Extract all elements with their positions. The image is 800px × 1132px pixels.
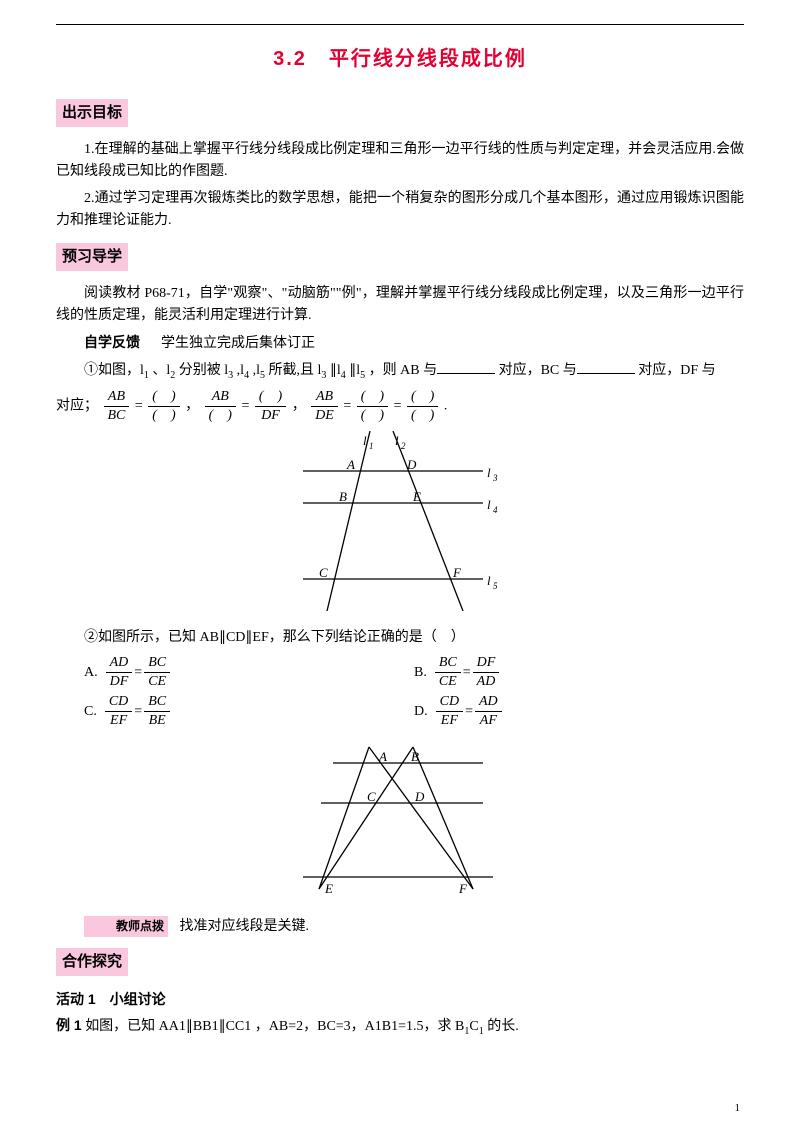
- svg-text:A: A: [346, 457, 355, 472]
- objective-1: 1.在理解的基础上掌握平行线分线段成比例定理和三角形一边平行线的性质与判定定理，…: [56, 139, 744, 184]
- section-badge-coop: 合作探究: [56, 948, 128, 976]
- section-badge-prep: 预习导学: [56, 243, 128, 271]
- blank-fill[interactable]: [577, 360, 635, 374]
- svg-text:B: B: [411, 749, 419, 764]
- option-a[interactable]: A. ADDF = BCCE: [84, 656, 414, 689]
- blank-fill[interactable]: [437, 360, 495, 374]
- svg-text:C: C: [319, 565, 328, 580]
- svg-text:C: C: [367, 789, 376, 804]
- svg-text:D: D: [406, 457, 417, 472]
- svg-text:l: l: [487, 497, 491, 512]
- option-c[interactable]: C. CDEF = BCBE: [84, 695, 414, 728]
- section-badge-objectives: 出示目标: [56, 99, 128, 127]
- question-2: ②如图所示，已知 AB∥CD∥EF，那么下列结论正确的是（ ）: [56, 627, 744, 649]
- self-feedback-row: 自学反馈 学生独立完成后集体订正: [56, 331, 744, 355]
- svg-text:3: 3: [492, 473, 498, 483]
- svg-text:E: E: [412, 489, 421, 504]
- svg-text:D: D: [414, 789, 425, 804]
- svg-text:A: A: [378, 749, 387, 764]
- question-1: ①如图，l1 、l2 分别被 l3 ,l4 ,l5 所截,且 l3 ∥l4 ∥l…: [56, 360, 744, 384]
- svg-text:E: E: [324, 881, 333, 896]
- teacher-note: 找准对应线段是关键.: [180, 919, 310, 934]
- teacher-tip-row: 教师点拨 找准对应线段是关键.: [56, 916, 744, 938]
- prep-text: 阅读教材 P68-71，自学"观察"、"动脑筋""例"，理解并掌握平行线分线段成…: [56, 283, 744, 328]
- diagram-parallel-lines-1: l1 l2 l3 l4 l5 AD BE CF: [285, 431, 515, 611]
- svg-text:4: 4: [493, 505, 498, 515]
- svg-text:5: 5: [493, 581, 498, 591]
- teacher-badge: 教师点拨: [84, 916, 168, 937]
- figure-2: A B C D E F: [56, 739, 744, 907]
- top-rule: [56, 24, 744, 25]
- option-d[interactable]: D. CDEF = ADAF: [414, 695, 744, 728]
- svg-text:1: 1: [369, 441, 374, 451]
- example-1: 例 1 如图，已知 AA1∥BB1∥CC1 ，AB=2，BC=3，A1B1=1.…: [56, 1014, 744, 1040]
- self-feedback-label: 自学反馈: [84, 334, 140, 350]
- options-group: A. ADDF = BCCE B. BCCE = DFAD C. CDEF = …: [84, 653, 744, 731]
- svg-text:F: F: [452, 565, 462, 580]
- svg-text:l: l: [395, 433, 399, 448]
- svg-text:2: 2: [401, 441, 406, 451]
- svg-text:F: F: [458, 881, 468, 896]
- page-number: 1: [735, 1100, 741, 1118]
- question-1-equations: 对应； ABBC = ( )( ) ， AB( ) = ( )DF ， ABDE…: [56, 390, 744, 423]
- svg-text:B: B: [339, 489, 347, 504]
- page-title: 3.2 平行线分线段成比例: [56, 43, 744, 75]
- option-b[interactable]: B. BCCE = DFAD: [414, 656, 744, 689]
- self-feedback-note: 学生独立完成后集体订正: [161, 336, 315, 351]
- svg-text:l: l: [363, 433, 367, 448]
- objective-2: 2.通过学习定理再次锻炼类比的数学思想，能把一个稍复杂的图形分成几个基本图形，通…: [56, 188, 744, 233]
- diagram-parallel-lines-2: A B C D E F: [285, 739, 515, 899]
- svg-text:l: l: [487, 465, 491, 480]
- activity-1-label: 活动 1 小组讨论: [56, 988, 744, 1010]
- figure-1: l1 l2 l3 l4 l5 AD BE CF: [56, 431, 744, 619]
- svg-text:l: l: [487, 573, 491, 588]
